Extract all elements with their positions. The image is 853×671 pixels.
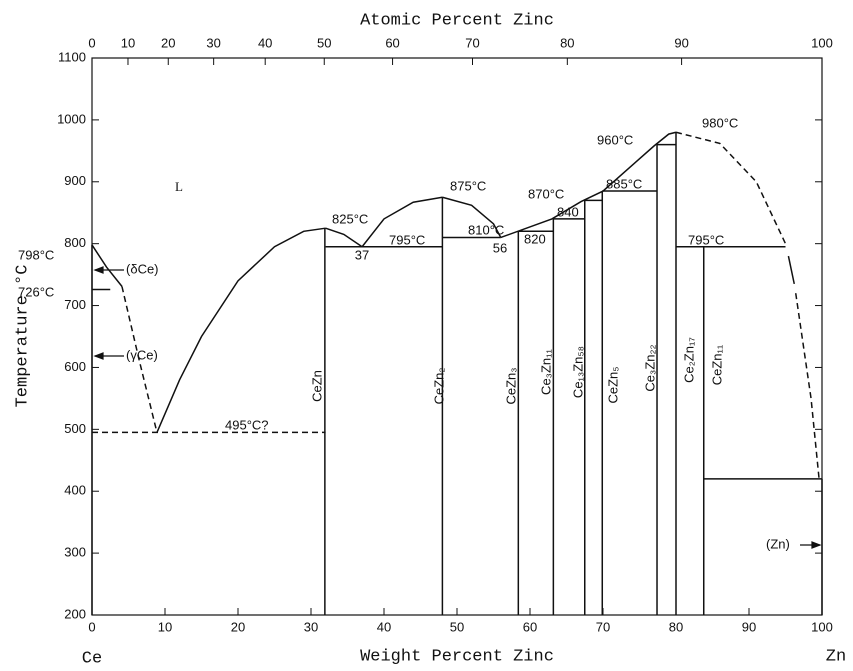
annotation: 875°C — [450, 178, 486, 193]
x-tick-label: 90 — [742, 619, 756, 634]
x2-tick-label: 50 — [317, 35, 331, 50]
annotation: 960°C — [597, 132, 633, 147]
y-tick-label: 700 — [64, 297, 86, 312]
x-tick-label: 10 — [158, 619, 172, 634]
x2-tick-label: 40 — [258, 35, 272, 50]
annotation: (Zn) — [766, 536, 790, 551]
annotation: 56 — [493, 240, 507, 255]
y-tick-label: 1000 — [57, 111, 86, 126]
phase-boundary — [361, 196, 443, 248]
annotation: 795°C — [688, 232, 724, 247]
annotation: (δCe) — [126, 261, 159, 276]
x-tick-label: 60 — [523, 619, 537, 634]
x2-tick-label: 10 — [121, 35, 135, 50]
phase-label: CeZn₃ — [503, 367, 518, 404]
x2-tick-label: 100 — [811, 35, 833, 50]
annotation: (γCe) — [126, 347, 158, 362]
x-tick-label: 40 — [377, 619, 391, 634]
phase-boundary — [325, 227, 363, 248]
x-tick-label: 70 — [596, 619, 610, 634]
phase-boundary — [675, 131, 787, 244]
phase-label: CeZn₁₁ — [709, 344, 724, 385]
phase-boundary — [91, 244, 123, 287]
x2-tick-label: 20 — [161, 35, 175, 50]
x2-tick-label: 0 — [88, 35, 95, 50]
phase-boundary — [500, 131, 677, 239]
x-tick-label: 100 — [811, 619, 833, 634]
annotation: 825°C — [332, 211, 368, 226]
y-tick-label: 900 — [64, 173, 86, 188]
y-tick-label: 400 — [64, 483, 86, 498]
annotation: 810°C — [468, 222, 504, 237]
left-element: Ce — [82, 649, 102, 668]
arrows — [93, 266, 822, 549]
annotation: 798°C — [18, 247, 54, 262]
phase-label: CeZn₅ — [605, 366, 620, 403]
annotation: 795°C — [389, 232, 425, 247]
phase-label: CeZn — [309, 370, 324, 402]
annotation: 37 — [355, 247, 369, 262]
x2-tick-label: 70 — [465, 35, 479, 50]
phase-label: CeZn₂ — [431, 368, 446, 405]
x2-tick-label: 30 — [206, 35, 220, 50]
annotation: 726°C — [18, 284, 54, 299]
arrowhead — [811, 541, 822, 549]
x2-tick-label: 90 — [674, 35, 688, 50]
annotation: 870°C — [528, 186, 564, 201]
arrowhead — [93, 352, 104, 360]
x-tick-label: 20 — [231, 619, 245, 634]
y-tick-label: 200 — [64, 606, 86, 621]
phase-boundary — [787, 255, 795, 285]
phase-boundary — [121, 286, 158, 433]
annotation: L — [175, 179, 183, 194]
phase-boundary — [156, 227, 326, 433]
arrowhead — [93, 266, 104, 274]
phase-boundary — [794, 293, 820, 479]
y-tick-label: 1100 — [58, 49, 86, 64]
right-element: Zn — [826, 647, 846, 666]
phase-label: Ce₃Zn₂₂ — [642, 344, 657, 391]
top-axis-title: Atomic Percent Zinc — [360, 11, 554, 30]
annotation: 820 — [524, 231, 546, 246]
x-tick-label: 30 — [304, 619, 318, 634]
annotation: 840 — [557, 204, 579, 219]
y-tick-label: 800 — [64, 235, 86, 250]
x-axis-title: Weight Percent Zinc — [360, 647, 554, 666]
phase-label: Ce₃Zn₁₁ — [538, 348, 553, 394]
y-tick-label: 300 — [64, 545, 86, 560]
x-tick-label: 80 — [669, 619, 683, 634]
y-axis-title: Temperature °C — [13, 265, 32, 408]
x-tick-label: 50 — [450, 619, 464, 634]
annotation: 885°C — [606, 176, 642, 191]
phase-label: Ce₂Zn₁₇ — [681, 337, 696, 383]
x-tick-label: 0 — [88, 619, 95, 634]
phase-label: Ce₁₃Zn₅₈ — [570, 346, 585, 398]
annotation: 495°C? — [225, 417, 269, 432]
x2-tick-label: 80 — [560, 35, 574, 50]
x2-tick-label: 60 — [385, 35, 399, 50]
annotation: 980°C — [702, 115, 738, 130]
y-tick-label: 500 — [64, 421, 86, 436]
phase-boundary — [442, 196, 502, 238]
y-tick-label: 600 — [64, 359, 86, 374]
